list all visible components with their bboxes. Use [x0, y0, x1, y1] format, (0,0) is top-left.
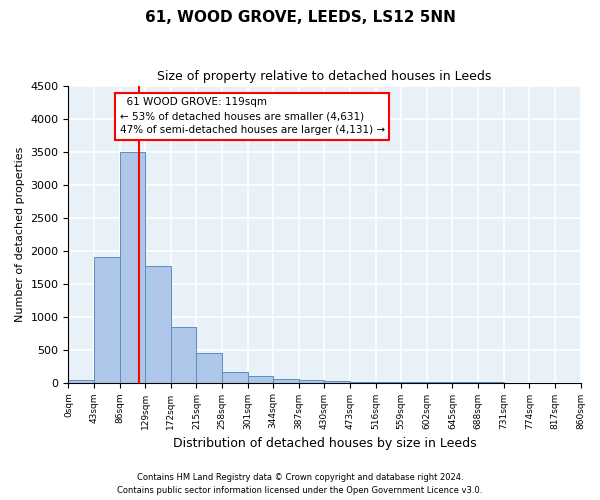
Title: Size of property relative to detached houses in Leeds: Size of property relative to detached ho… [157, 70, 491, 83]
Y-axis label: Number of detached properties: Number of detached properties [15, 146, 25, 322]
Bar [94, 257, 119, 382]
X-axis label: Distribution of detached houses by size in Leeds: Distribution of detached houses by size … [173, 437, 476, 450]
Bar [325, 381, 350, 382]
Bar [68, 380, 94, 382]
Bar [196, 352, 222, 382]
Bar [119, 152, 145, 382]
Text: 61, WOOD GROVE, LEEDS, LS12 5NN: 61, WOOD GROVE, LEEDS, LS12 5NN [145, 10, 455, 25]
Bar [273, 378, 299, 382]
Bar [248, 376, 273, 382]
Bar [171, 327, 196, 382]
Text: Contains HM Land Registry data © Crown copyright and database right 2024.
Contai: Contains HM Land Registry data © Crown c… [118, 474, 482, 495]
Bar [222, 372, 248, 382]
Text: 61 WOOD GROVE: 119sqm  
← 53% of detached houses are smaller (4,631)
47% of semi: 61 WOOD GROVE: 119sqm ← 53% of detached … [119, 98, 385, 136]
Bar [145, 266, 171, 382]
Bar [299, 380, 325, 382]
